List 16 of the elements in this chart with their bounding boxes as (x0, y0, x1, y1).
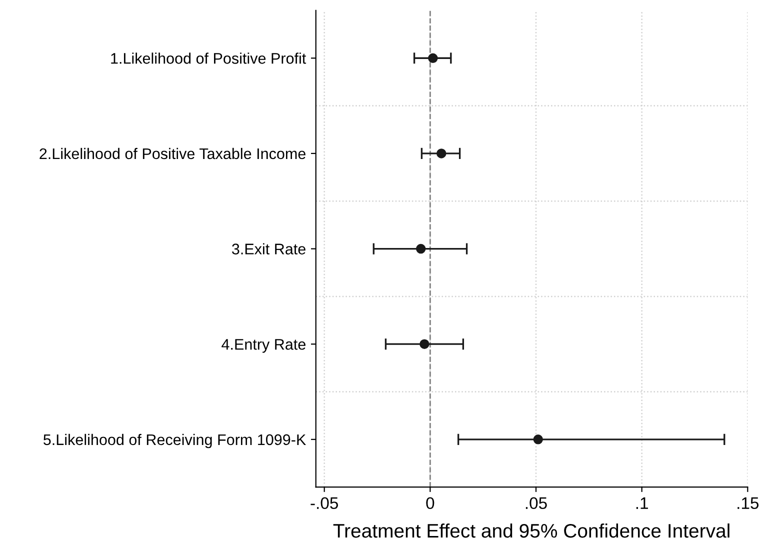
y-tick-label: 4.Entry Rate (222, 339, 306, 353)
point (416, 244, 426, 254)
x-tick-label: -.05 (310, 497, 338, 510)
point (436, 148, 446, 158)
y-tick-label: 5.Likelihood of Receiving Form 1099-K (44, 434, 306, 448)
y-tick-label: 3.Exit Rate (232, 243, 306, 254)
point (533, 434, 543, 444)
x-tick-label: .15 (738, 497, 759, 510)
y-tick-label: 1.Likelihood of Positive Profit (111, 52, 306, 64)
x-tick-label: .1 (636, 497, 648, 509)
x-axis-title: Treatment Effect and 95% Confidence Interval (333, 523, 730, 538)
point (420, 339, 430, 349)
x-tick-label: .05 (526, 497, 547, 510)
x-tick-label: 0 (426, 497, 434, 510)
y-tick-label: 2.Likelihood of Positive Taxable Income (40, 148, 306, 160)
point (428, 53, 438, 63)
